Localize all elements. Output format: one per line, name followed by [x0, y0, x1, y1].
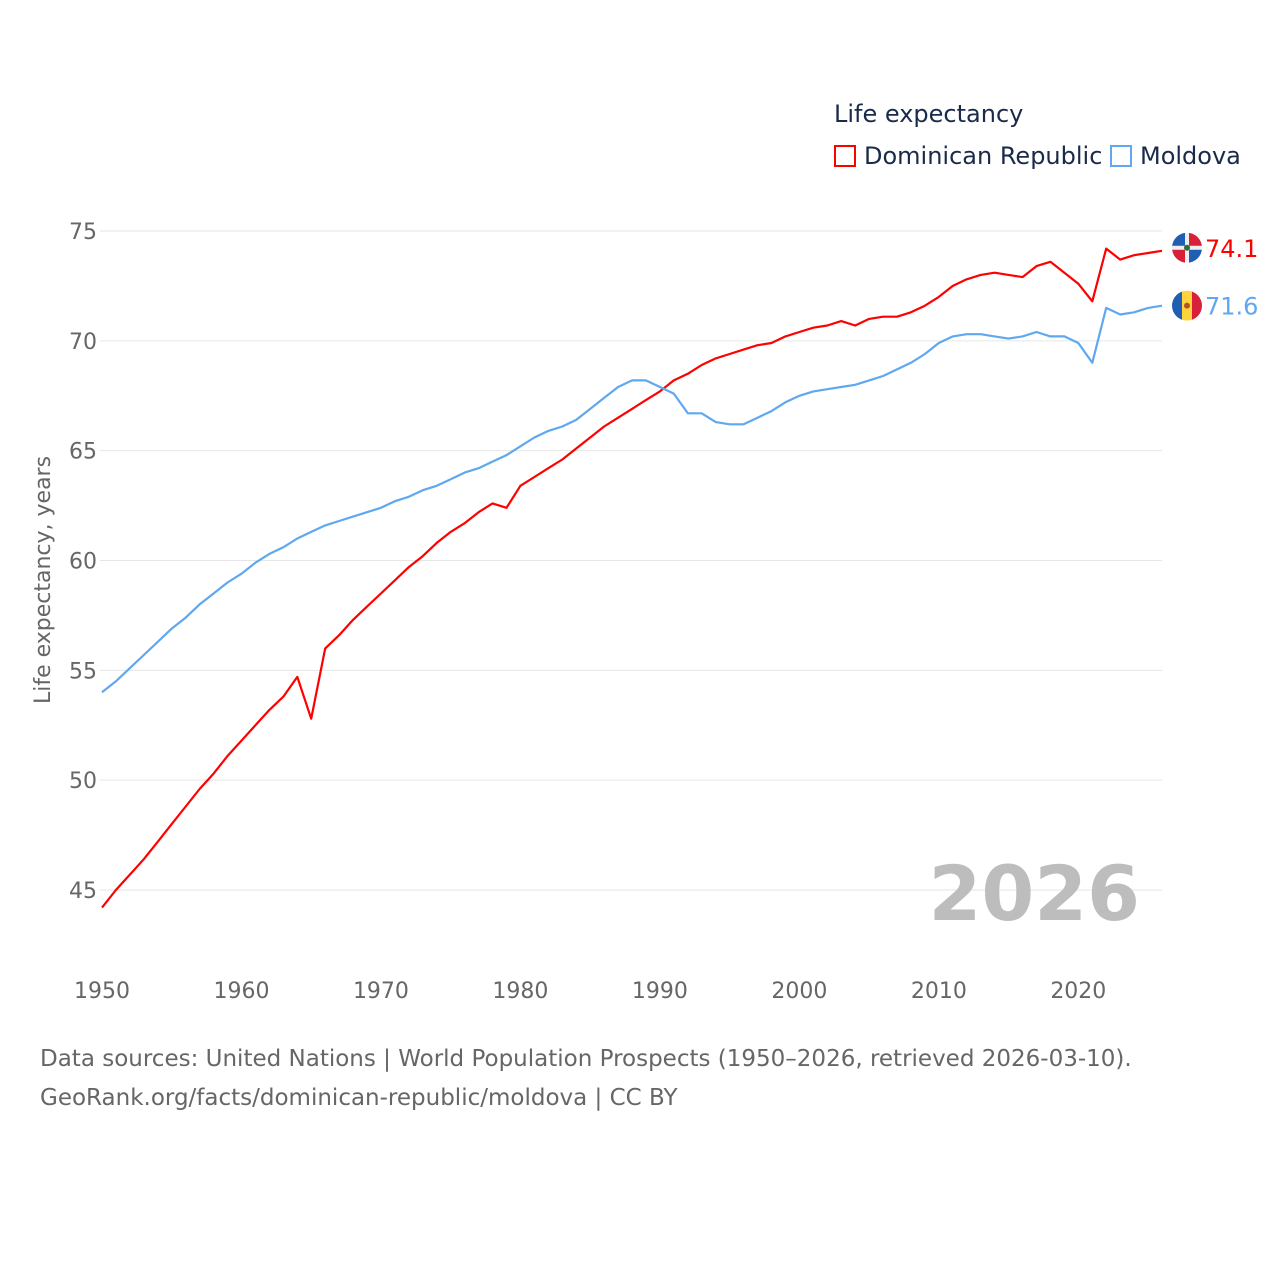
end-value-label: 71.6 [1205, 293, 1258, 321]
x-tick-label: 1990 [632, 979, 688, 1004]
legend-label: Moldova [1140, 142, 1241, 170]
legend-title: Life expectancy [834, 100, 1024, 128]
y-tick-label: 45 [69, 879, 97, 904]
series-line-moldova [101, 304, 1163, 694]
legend-label: Dominican Republic [864, 142, 1103, 170]
x-tick-label: 1970 [353, 979, 409, 1004]
x-tick-label: 2010 [911, 979, 967, 1004]
x-tick-label: 2000 [771, 979, 827, 1004]
x-tick-label: 2020 [1050, 979, 1106, 1004]
year-watermark: 2026 [928, 849, 1140, 938]
y-axis-label: Life expectancy, years [31, 456, 56, 704]
y-tick-label: 65 [69, 440, 97, 465]
legend-swatch [834, 145, 856, 167]
legend-item-moldova[interactable]: Moldova [1110, 142, 1241, 170]
y-tick-label: 55 [69, 659, 97, 684]
dominican-republic-flag-icon [1172, 232, 1202, 263]
legend-swatch [1110, 145, 1132, 167]
end-value-label: 74.1 [1205, 235, 1258, 263]
y-tick-label: 75 [69, 220, 97, 245]
source-line-1: Data sources: United Nations | World Pop… [40, 1046, 1132, 1072]
y-tick-label: 70 [69, 330, 97, 355]
legend-item-dominican-republic[interactable]: Dominican Republic [834, 142, 1102, 170]
y-tick-label: 50 [69, 769, 97, 794]
x-tick-label: 1980 [492, 979, 548, 1004]
y-tick-label: 60 [69, 550, 97, 575]
series-line-dominican-republic [101, 247, 1163, 909]
x-tick-label: 1960 [213, 979, 269, 1004]
source-line-2[interactable]: GeoRank.org/facts/dominican-republic/mol… [40, 1085, 678, 1111]
moldova-flag-icon [1172, 290, 1202, 321]
x-tick-label: 1950 [74, 979, 130, 1004]
